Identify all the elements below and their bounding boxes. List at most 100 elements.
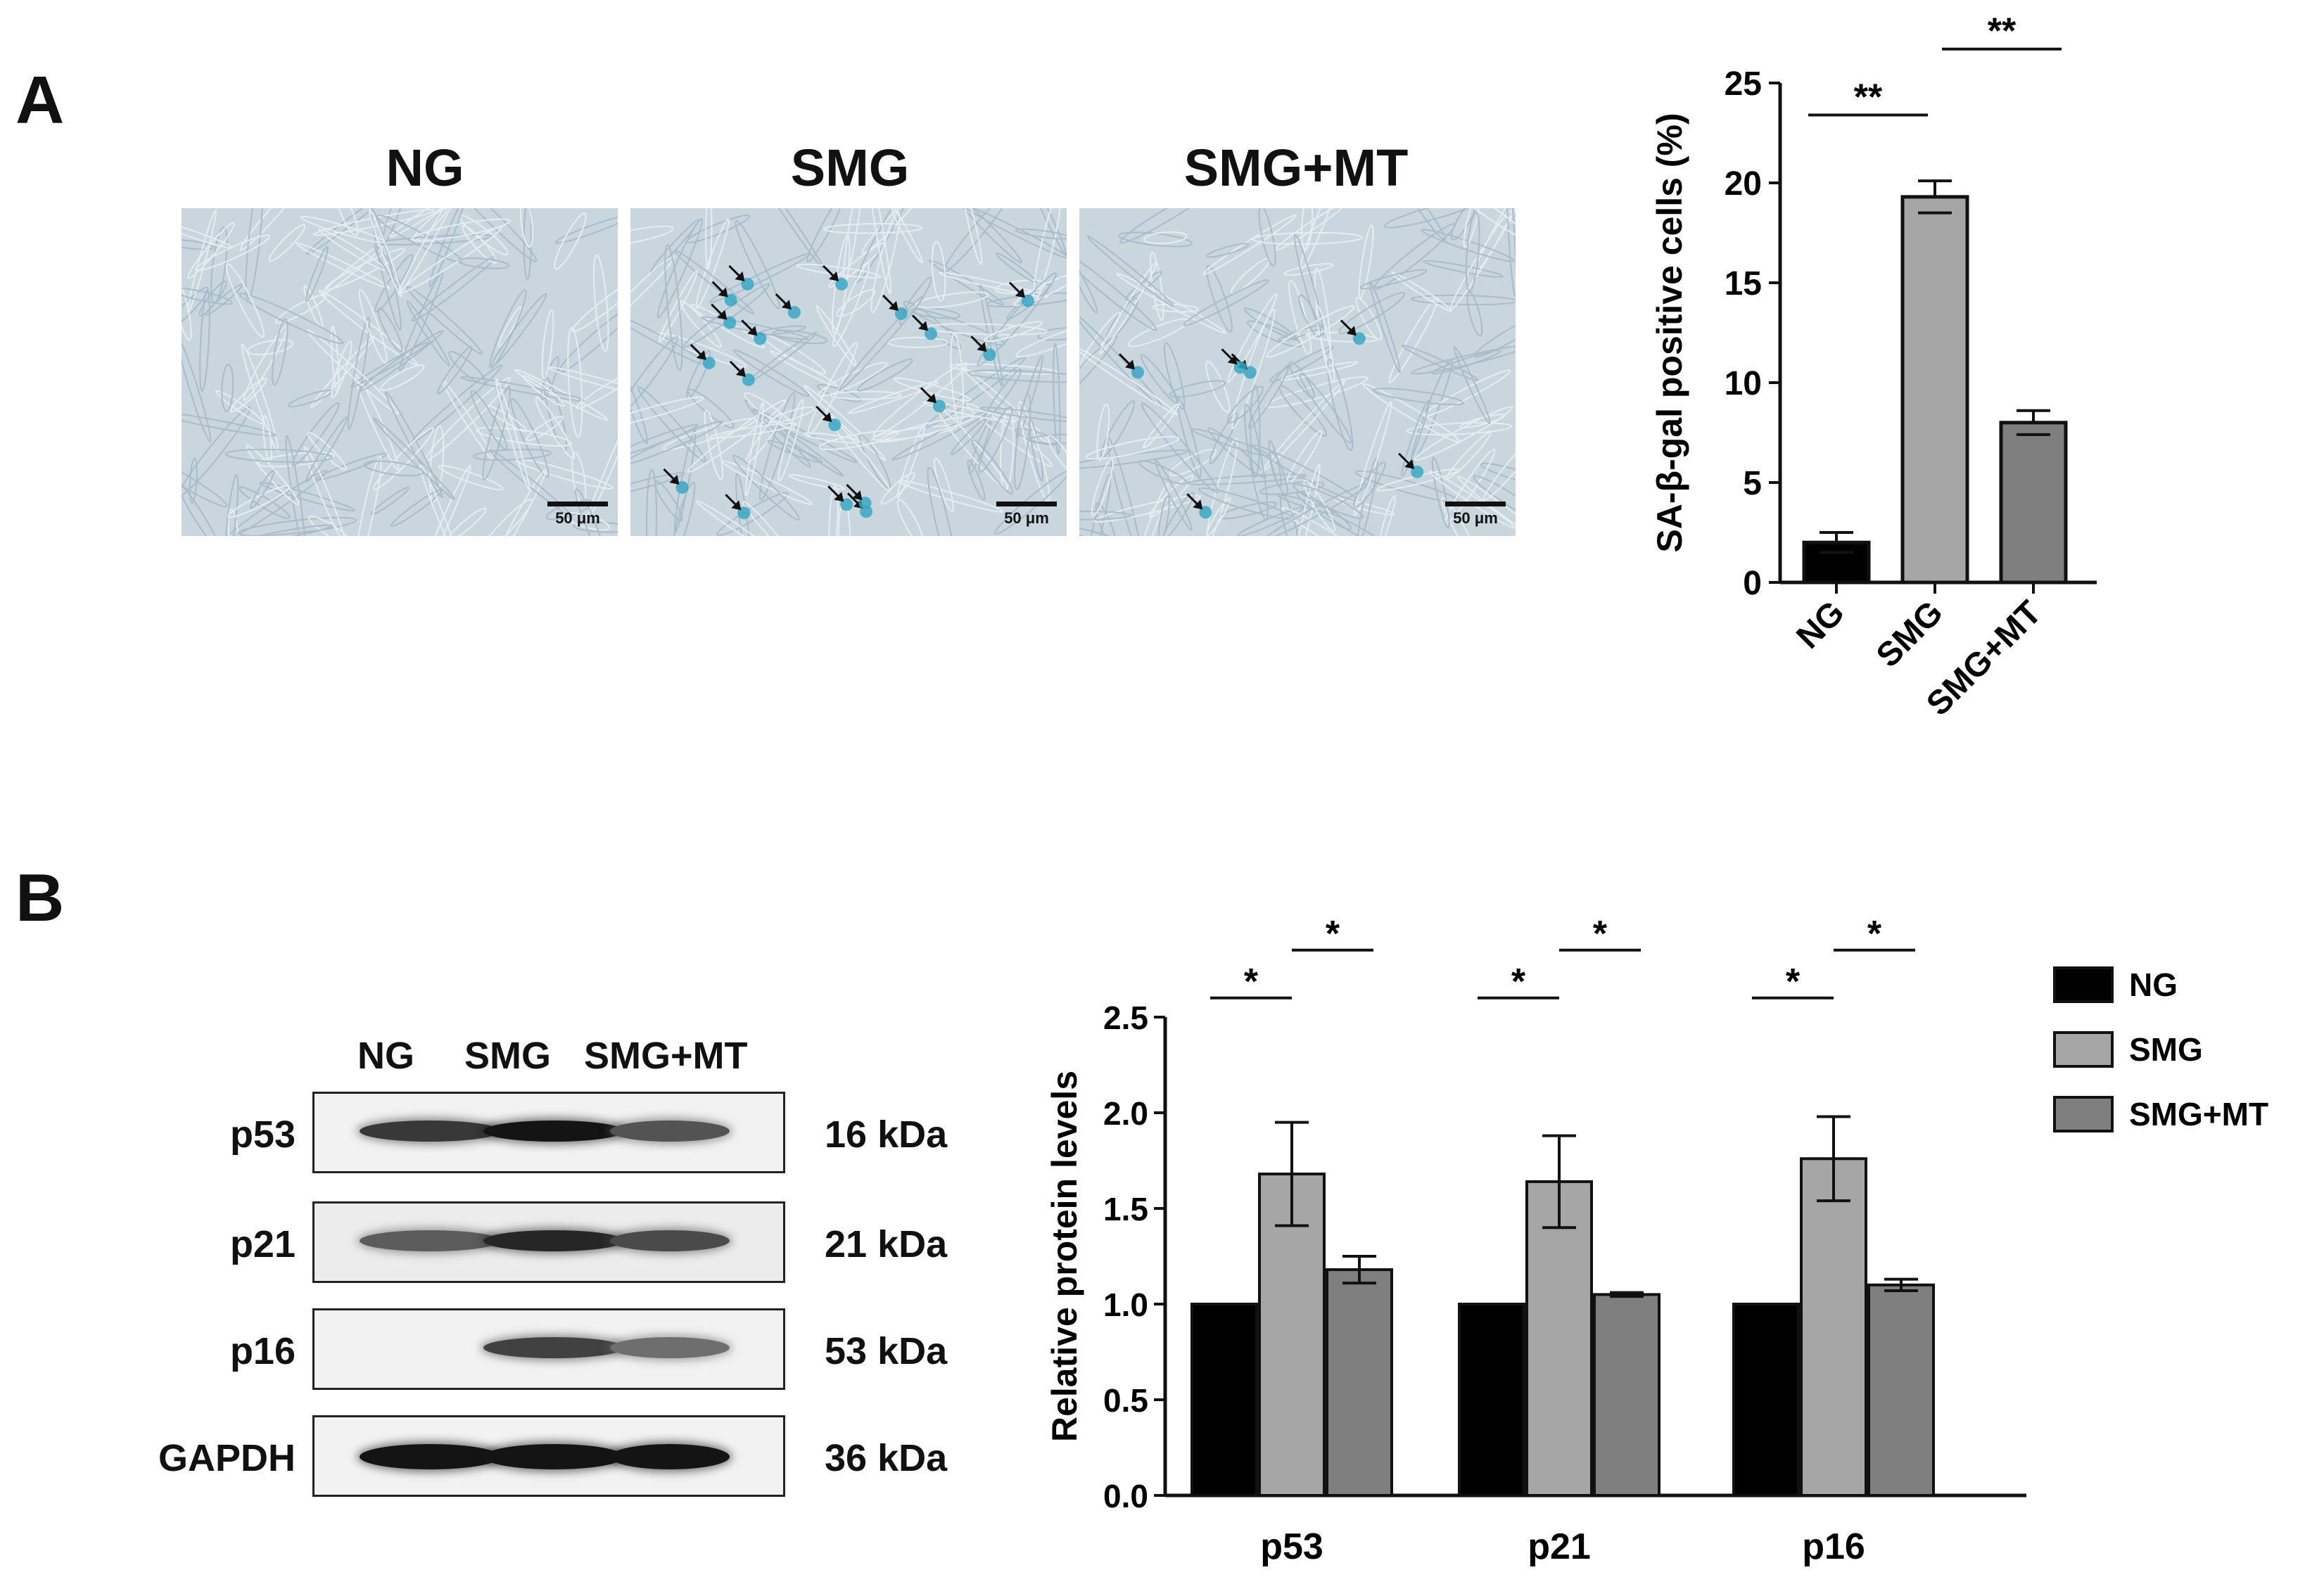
cell-outline — [497, 306, 522, 347]
cell-outline — [828, 485, 839, 536]
x-tick-label: NG — [1789, 594, 1851, 656]
cell-outline — [186, 222, 235, 279]
cell-outline — [535, 397, 576, 460]
cell-outline — [950, 419, 986, 456]
scale-bar: 50 μm — [996, 502, 1057, 528]
arrow-icon — [728, 264, 745, 281]
arrow-icon — [846, 484, 863, 501]
cell-outline — [470, 390, 508, 450]
blot-band — [610, 1444, 730, 1469]
cell-outline — [1410, 294, 1516, 306]
micrograph-ng: 50 μm — [182, 208, 618, 536]
cell-outline — [592, 254, 609, 352]
cell-outline — [246, 445, 300, 506]
micrograph-title-smg: SMG — [790, 139, 910, 197]
cell-outline — [354, 374, 400, 471]
cell-outline — [880, 472, 915, 505]
cell-outline — [870, 210, 901, 314]
cell-outline — [1274, 208, 1347, 251]
blot-kda-label: 53 kDa — [825, 1330, 948, 1372]
y-tick-label: 10 — [1725, 365, 1762, 402]
cell-outline — [896, 499, 924, 536]
y-tick-label: 2.5 — [1103, 1000, 1148, 1036]
cell-outline — [1301, 208, 1314, 251]
cell-outline — [664, 244, 683, 371]
arrow-icon — [882, 294, 898, 311]
cell-outline — [637, 386, 707, 463]
cell-outline — [1155, 459, 1193, 531]
cell-outline — [696, 500, 770, 536]
significance-label: * — [1786, 962, 1801, 1002]
cell-outline — [182, 239, 215, 250]
cell-outline — [388, 208, 468, 238]
cell-outline — [1463, 208, 1481, 248]
cell-outline — [1013, 272, 1067, 307]
cell-outline — [1414, 406, 1513, 461]
cell-outline — [1047, 435, 1067, 473]
cell-outline — [371, 209, 402, 331]
y-tick-label: 2.0 — [1103, 1095, 1148, 1132]
cell-outline — [742, 500, 787, 536]
micrograph-background — [182, 208, 618, 536]
cell-outline — [457, 257, 510, 269]
blot-strip — [312, 1308, 785, 1390]
cell-outline — [1315, 305, 1335, 383]
cell-outline — [1206, 264, 1233, 333]
cell-outline — [1440, 497, 1477, 536]
cell-outline — [1314, 267, 1331, 363]
cell-outline — [554, 212, 587, 270]
cell-outline — [225, 263, 265, 338]
cell-outline — [646, 468, 658, 536]
cell-outline — [933, 457, 954, 512]
cell-outline — [695, 218, 730, 309]
arrow-icon — [1340, 319, 1357, 336]
y-tick-label: 1.0 — [1103, 1287, 1148, 1323]
cell-outline — [295, 242, 390, 289]
cell-outline — [1085, 435, 1180, 460]
blot-row-label: p53 — [229, 1113, 296, 1156]
cell-outline — [411, 218, 512, 242]
cell-outline — [1095, 502, 1117, 536]
cell-outline — [419, 464, 471, 536]
legend-swatch — [2053, 1031, 2114, 1068]
cell-outline — [1354, 470, 1459, 503]
x-tick-label: p21 — [1528, 1526, 1591, 1567]
cell-outline — [1431, 457, 1450, 529]
cell-outline — [1466, 291, 1483, 337]
cell-outline — [830, 390, 902, 400]
cell-outline — [245, 208, 264, 300]
cell-outline — [586, 409, 618, 521]
cell-outline — [1379, 494, 1396, 536]
cell-outline — [1247, 320, 1302, 347]
cell-outline — [977, 272, 1057, 366]
y-tick-label: 20 — [1725, 165, 1762, 203]
cell-outline — [347, 316, 370, 430]
blot-row-label: GAPDH — [158, 1437, 296, 1479]
significance-label: * — [1511, 962, 1526, 1002]
cell-outline — [942, 208, 1011, 274]
cell-outline — [818, 430, 900, 451]
cell-outline — [1281, 361, 1359, 381]
cell-outline — [1250, 384, 1261, 478]
cell-outline — [1141, 402, 1219, 494]
cell-outline — [285, 435, 306, 536]
cell-outline — [709, 422, 798, 439]
cell-outline — [305, 416, 348, 483]
cell-outline — [336, 208, 359, 236]
y-tick-label: 0.5 — [1103, 1382, 1148, 1419]
cell-outline — [1015, 323, 1067, 358]
cell-outline — [872, 362, 968, 438]
cell-outline — [519, 208, 533, 248]
lane-label-smg: SMG — [464, 1035, 552, 1077]
bar — [1867, 1283, 1935, 1497]
arrow-icon — [663, 468, 680, 485]
cell-outline — [1157, 494, 1170, 536]
cell-outline — [1453, 346, 1491, 425]
cell-outline — [182, 287, 233, 305]
cell-outline — [1459, 414, 1506, 429]
bar — [1258, 1173, 1326, 1497]
cell-outline — [1252, 231, 1363, 245]
cell-outline — [1268, 440, 1282, 488]
cell-outline — [1391, 272, 1453, 312]
arrow-icon — [911, 314, 929, 331]
